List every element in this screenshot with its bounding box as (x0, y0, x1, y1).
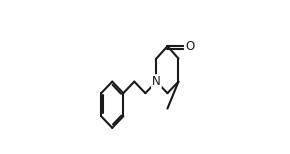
Text: N: N (152, 75, 161, 88)
Text: O: O (185, 40, 194, 53)
